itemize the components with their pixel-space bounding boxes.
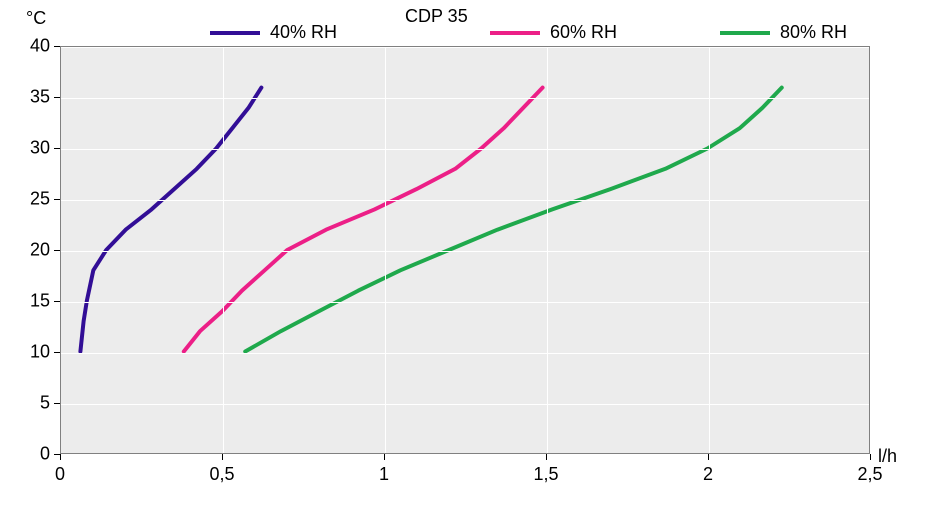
chart-title: CDP 35: [405, 6, 468, 27]
y-tick-label: 25: [30, 189, 50, 210]
gridline-horizontal: [61, 200, 869, 201]
legend-swatch: [490, 31, 540, 35]
x-tick: [870, 454, 871, 460]
x-tick-label: 0: [55, 464, 65, 485]
y-tick-label: 10: [30, 342, 50, 363]
x-tick: [384, 454, 385, 460]
legend-label: 60% RH: [550, 22, 617, 43]
y-axis-label: °C: [26, 8, 46, 29]
gridline-vertical: [223, 47, 224, 453]
gridline-horizontal: [61, 251, 869, 252]
y-tick: [54, 403, 60, 404]
gridline-vertical: [709, 47, 710, 453]
gridline-horizontal: [61, 47, 869, 48]
series-line: [245, 88, 782, 352]
gridline-horizontal: [61, 302, 869, 303]
y-tick: [54, 148, 60, 149]
gridline-horizontal: [61, 353, 869, 354]
legend-item: 80% RH: [720, 22, 847, 43]
x-tick-label: 2: [703, 464, 713, 485]
legend-item: 40% RH: [210, 22, 337, 43]
y-tick-label: 35: [30, 87, 50, 108]
x-tick: [546, 454, 547, 460]
plot-area: [60, 46, 870, 454]
x-tick-label: 1: [379, 464, 389, 485]
y-tick-label: 30: [30, 138, 50, 159]
x-tick: [708, 454, 709, 460]
x-tick-label: 1,5: [533, 464, 558, 485]
y-tick: [54, 250, 60, 251]
y-tick: [54, 454, 60, 455]
y-tick-label: 15: [30, 291, 50, 312]
gridline-vertical: [547, 47, 548, 453]
x-tick: [60, 454, 61, 460]
y-tick: [54, 97, 60, 98]
gridline-horizontal: [61, 98, 869, 99]
series-lines: [61, 47, 869, 453]
gridline-vertical: [385, 47, 386, 453]
legend-label: 40% RH: [270, 22, 337, 43]
x-tick-label: 0,5: [209, 464, 234, 485]
y-tick: [54, 199, 60, 200]
x-tick: [222, 454, 223, 460]
series-line: [184, 88, 543, 352]
y-tick-label: 5: [40, 393, 50, 414]
legend-item: 60% RH: [490, 22, 617, 43]
y-tick-label: 20: [30, 240, 50, 261]
legend-swatch: [210, 31, 260, 35]
chart-container: CDP 35 °C l/h 40% RH60% RH80% RH 00,511,…: [0, 0, 934, 512]
legend-label: 80% RH: [780, 22, 847, 43]
gridline-horizontal: [61, 149, 869, 150]
gridline-horizontal: [61, 404, 869, 405]
legend-swatch: [720, 31, 770, 35]
y-tick-label: 0: [40, 444, 50, 465]
series-line: [80, 88, 261, 352]
x-tick-label: 2,5: [857, 464, 882, 485]
y-tick: [54, 46, 60, 47]
y-tick: [54, 301, 60, 302]
y-tick-label: 40: [30, 36, 50, 57]
y-tick: [54, 352, 60, 353]
gridline-vertical: [871, 47, 872, 453]
